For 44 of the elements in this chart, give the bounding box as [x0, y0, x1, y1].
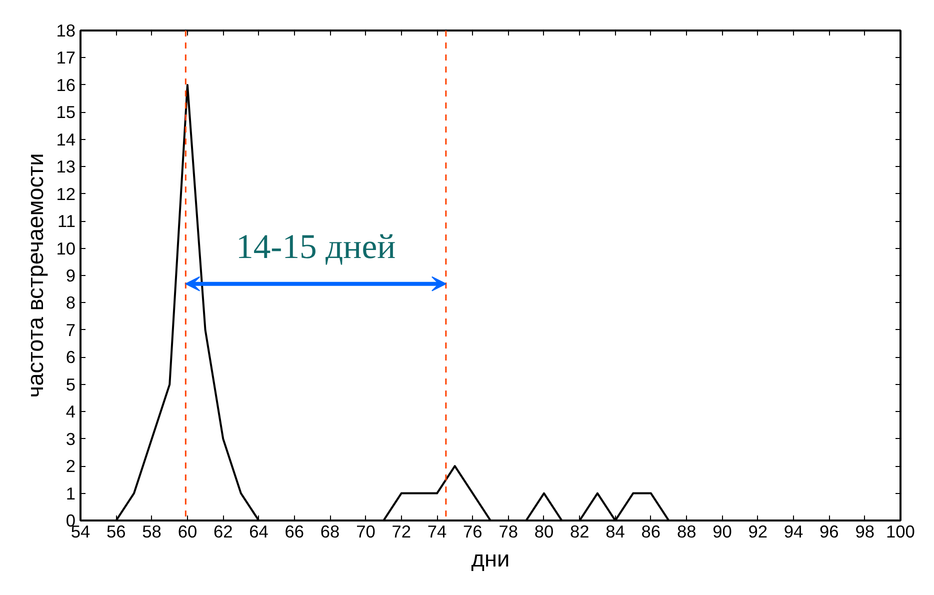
y-tick-label: 6	[66, 347, 76, 368]
x-tick-label: 92	[748, 522, 768, 542]
x-tick-label: 66	[284, 522, 304, 542]
y-tick-label: 2	[66, 456, 76, 476]
y-tick-label: 17	[56, 48, 76, 68]
x-tick-label: 74	[427, 522, 448, 542]
annotation: 14-15 дней	[236, 228, 396, 266]
y-tick-label: 7	[66, 320, 76, 340]
x-tick-label: 70	[356, 522, 376, 542]
x-tick-label: 84	[606, 522, 626, 542]
y-tick-label: 8	[66, 292, 76, 313]
x-tick-label: 64	[249, 522, 269, 542]
y-tick-label: 12	[56, 184, 76, 204]
x-tick-label: 68	[320, 522, 340, 542]
x-tick-label: 62	[213, 522, 233, 542]
x-tick-label: 88	[676, 522, 696, 542]
x-tick-label: 100	[886, 522, 915, 542]
x-tick-label: 80	[534, 522, 554, 542]
x-axis-title: дни	[471, 546, 510, 572]
y-tick-label: 16	[56, 74, 76, 95]
y-tick-label: 11	[58, 211, 76, 232]
y-tick-label: 9	[66, 266, 76, 286]
x-tick-label: 94	[784, 522, 804, 542]
x-tick-label: 72	[392, 522, 412, 542]
y-tick-label: 14	[56, 129, 76, 150]
x-tick-label: 78	[498, 522, 518, 542]
x-tick-label: 98	[855, 522, 874, 542]
y-tick-label: 4	[66, 402, 76, 422]
y-tick-label: 5	[66, 374, 76, 394]
x-tick-label: 76	[463, 522, 482, 542]
y-tick-label: 1	[66, 483, 76, 504]
y-tick-label: 13	[56, 156, 76, 177]
y-tick-label: 15	[56, 102, 76, 122]
x-tick-label: 86	[641, 522, 661, 542]
x-tick-label: 90	[712, 522, 732, 542]
x-tick-label: 58	[142, 522, 162, 542]
x-tick-label: 60	[178, 522, 198, 542]
x-tick-label: 96	[820, 522, 839, 542]
x-tick-label: 82	[570, 522, 590, 542]
y-axis-title: частота встречаемости	[22, 153, 48, 398]
x-tick-label: 56	[106, 522, 126, 542]
y-tick-label: 10	[56, 238, 76, 258]
y-tick-label: 18	[56, 20, 76, 40]
y-tick-label: 3	[66, 428, 76, 449]
